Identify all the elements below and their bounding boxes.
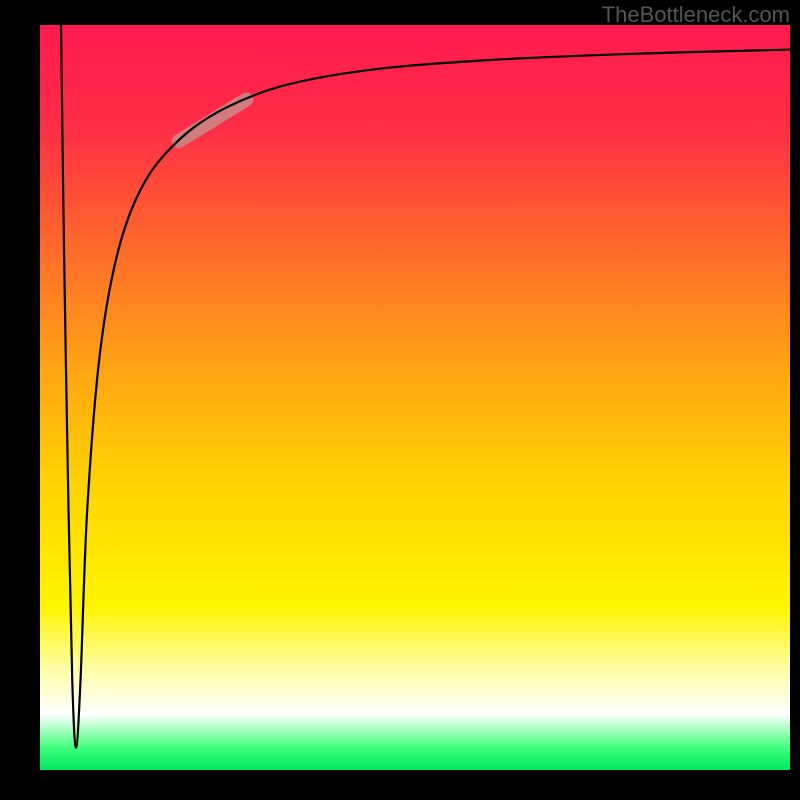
bottleneck-chart	[0, 0, 800, 800]
attribution-label: TheBottleneck.com	[602, 2, 790, 28]
stage: TheBottleneck.com	[0, 0, 800, 800]
plot-background	[40, 25, 790, 770]
